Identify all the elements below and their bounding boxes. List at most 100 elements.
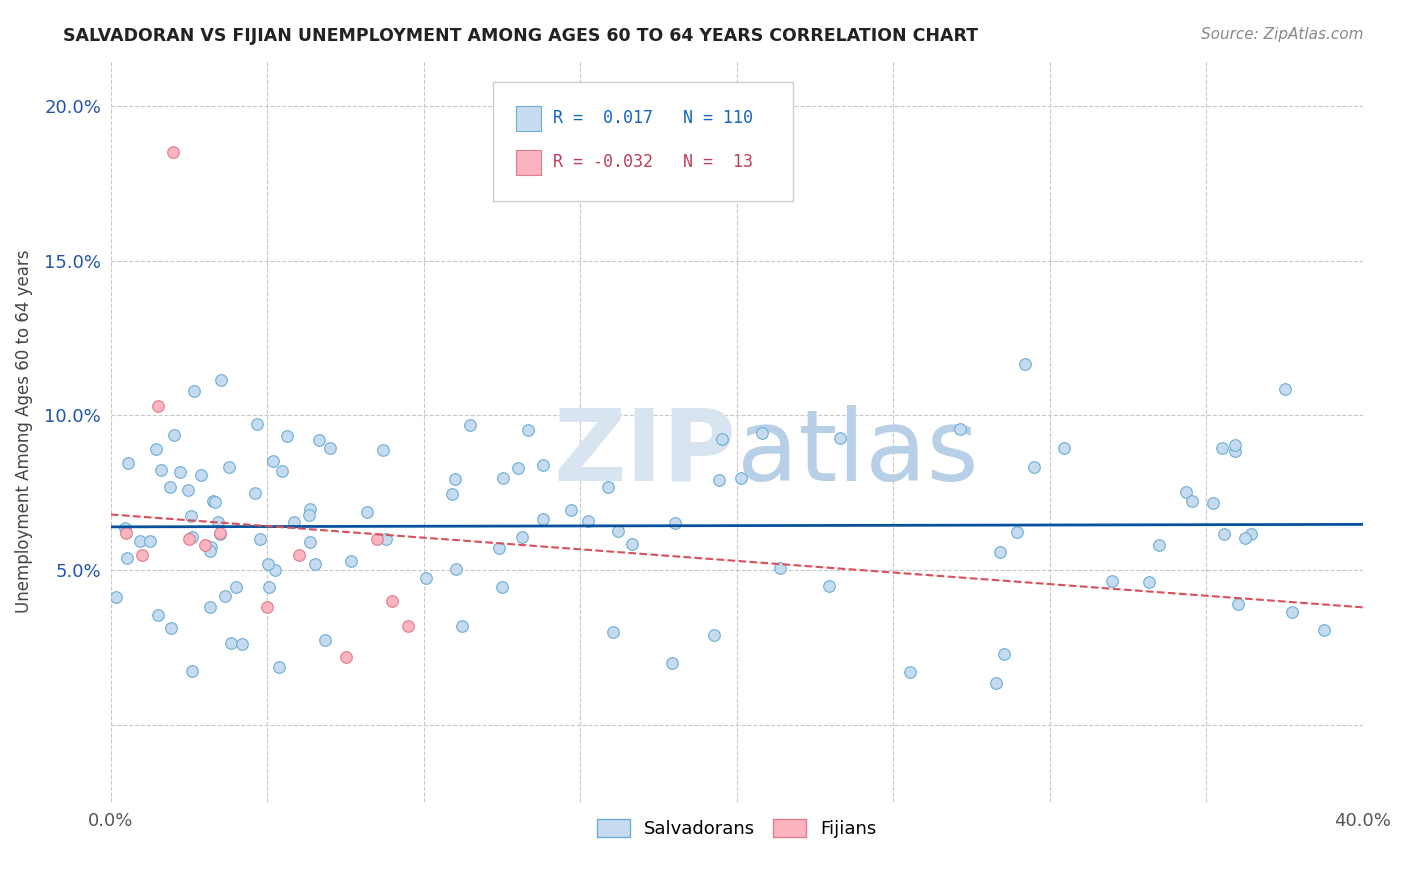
Point [458, 418, 481, 433]
Point [202, 493, 225, 508]
Point [115, 526, 138, 541]
Point [993, 647, 1015, 661]
Point [304, 557, 326, 571]
Text: SALVADORAN VS FIJIAN UNEMPLOYMENT AMONG AGES 60 TO 64 YEARS CORRELATION CHART: SALVADORAN VS FIJIAN UNEMPLOYMENT AMONG … [63, 27, 979, 45]
Point [146, 607, 169, 622]
Point [1225, 438, 1247, 452]
Point [488, 541, 510, 556]
Point [340, 554, 363, 568]
Point [115, 551, 138, 566]
Point [177, 533, 200, 547]
Point [1211, 441, 1233, 455]
Point [243, 486, 266, 500]
Point [177, 483, 200, 497]
Point [298, 502, 321, 516]
Point [444, 472, 467, 486]
Point [508, 461, 530, 475]
Point [1202, 495, 1225, 509]
Point [450, 619, 472, 633]
Point [703, 628, 725, 642]
Point [257, 558, 280, 572]
Point [531, 458, 554, 472]
Point [374, 532, 396, 546]
Point [1234, 531, 1257, 545]
Point [162, 145, 184, 160]
Point [576, 514, 599, 528]
Point [283, 516, 305, 530]
Point [607, 524, 630, 538]
Point [531, 512, 554, 526]
Point [139, 534, 162, 549]
Point [231, 637, 253, 651]
Legend: Salvadorans, Fijians: Salvadorans, Fijians [589, 812, 883, 846]
Point [129, 533, 152, 548]
Point [898, 665, 921, 679]
Point [299, 534, 322, 549]
Point [204, 495, 226, 509]
Point [214, 589, 236, 603]
Point [492, 471, 515, 485]
Point [183, 384, 205, 398]
Point [169, 465, 191, 479]
Point [150, 463, 173, 477]
Point [769, 561, 792, 575]
Point [181, 530, 204, 544]
Point [249, 532, 271, 546]
Text: R = -0.032   N =  13: R = -0.032 N = 13 [553, 153, 752, 171]
Point [269, 660, 291, 674]
Point [200, 540, 222, 554]
Point [194, 538, 217, 552]
Point [396, 619, 419, 633]
Point [1240, 527, 1263, 541]
Point [510, 530, 533, 544]
Point [1223, 444, 1246, 458]
Point [256, 600, 278, 615]
Point [181, 664, 204, 678]
Point [218, 459, 240, 474]
Point [131, 548, 153, 562]
Point [335, 649, 357, 664]
Point [209, 373, 232, 387]
Point [730, 471, 752, 485]
Point [356, 505, 378, 519]
Point [180, 509, 202, 524]
Point [105, 590, 128, 604]
Point [225, 581, 247, 595]
Point [308, 433, 330, 447]
Point [207, 515, 229, 529]
Y-axis label: Unemployment Among Ages 60 to 64 years: Unemployment Among Ages 60 to 64 years [15, 249, 32, 613]
Text: R =  0.017   N = 110: R = 0.017 N = 110 [553, 109, 752, 127]
Point [381, 594, 404, 608]
Point [160, 621, 183, 635]
FancyBboxPatch shape [516, 105, 541, 131]
Point [1313, 623, 1336, 637]
Point [219, 635, 242, 649]
Point [949, 422, 972, 436]
Point [664, 516, 686, 530]
Point [264, 563, 287, 577]
Point [259, 580, 281, 594]
Point [620, 537, 643, 551]
Point [1174, 484, 1197, 499]
Point [1226, 597, 1249, 611]
Point [1147, 538, 1170, 552]
Point [560, 503, 582, 517]
FancyBboxPatch shape [516, 150, 541, 176]
Point [1137, 574, 1160, 589]
Point [190, 467, 212, 482]
Point [209, 526, 232, 541]
Point [114, 520, 136, 534]
Point [444, 562, 467, 576]
Point [1212, 527, 1234, 541]
Point [1274, 382, 1296, 396]
Point [491, 580, 513, 594]
Point [711, 432, 734, 446]
Point [516, 424, 538, 438]
Point [441, 487, 464, 501]
Point [209, 526, 232, 541]
Point [1014, 357, 1036, 371]
FancyBboxPatch shape [492, 82, 793, 201]
Point [276, 428, 298, 442]
Text: ZIP: ZIP [554, 405, 737, 501]
Point [146, 399, 169, 413]
